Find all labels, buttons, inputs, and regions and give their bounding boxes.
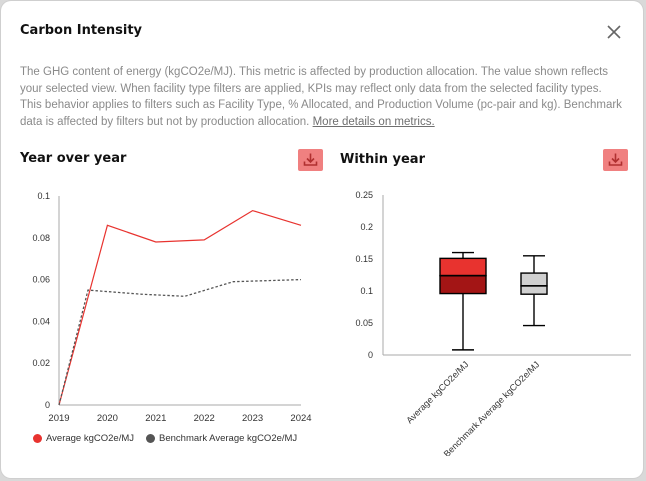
box-upper-half: [439, 257, 487, 277]
y-tick-label: 0.1: [37, 191, 50, 201]
x-tick-label: 2020: [97, 413, 118, 424]
y-tick-label: 0.15: [355, 254, 373, 264]
line-chart-legend: Average kgCO2e/MJ Benchmark Average kgCO…: [33, 433, 297, 444]
y-tick-label: 0.02: [32, 358, 50, 368]
box-upper-half: [520, 272, 548, 287]
y-tick-label: 0.25: [355, 190, 373, 200]
year-over-year-title: Year over year: [20, 151, 127, 166]
y-tick-label: 0.2: [360, 222, 373, 232]
box-benchmark: [520, 255, 548, 327]
year-over-year-chart: 0 0.02 0.04 0.06 0.08 0.1 2019 2020 2021 2022 2023…: [32, 191, 311, 424]
x-category-label: Average kgCO2e/MJ: [404, 359, 470, 425]
x-tick-label: 2021: [145, 413, 166, 424]
y-tick-label: 0.05: [355, 318, 373, 328]
within-year-title: Within year: [340, 152, 425, 167]
series-line-benchmark: [58, 278, 302, 406]
y-tick-label: 0.08: [32, 233, 50, 243]
modal-title: Carbon Intensity: [20, 23, 143, 38]
box-lower-half: [520, 285, 548, 295]
legend-dot-benchmark: [146, 434, 156, 443]
y-tick-label: 0.1: [360, 286, 373, 296]
y-tick-label: 0.04: [32, 316, 50, 326]
within-year-download-button[interactable]: [603, 149, 628, 171]
close-icon[interactable]: [605, 23, 623, 41]
box-average: [439, 251, 487, 351]
y-tick-label: 0.06: [32, 275, 50, 285]
y-tick-label: 0: [45, 400, 50, 410]
modal-description: The GHG content of energy (kgCO2e/MJ). T…: [20, 64, 626, 130]
download-icon: [303, 153, 318, 166]
year-over-year-download-button[interactable]: [298, 149, 323, 171]
legend-dot-average: [33, 434, 42, 443]
box-lower-half: [439, 274, 487, 295]
x-tick-label: 2024: [290, 413, 311, 424]
series-line-average: [58, 209, 302, 406]
x-tick-label: 2022: [194, 413, 215, 424]
legend-label-benchmark[interactable]: Benchmark Average kgCO2e/MJ: [159, 433, 298, 444]
legend-label-average[interactable]: Average kgCO2e/MJ: [46, 433, 135, 444]
more-details-link[interactable]: More details on metrics.: [312, 115, 435, 128]
description-text: The GHG content of energy (kgCO2e/MJ). T…: [20, 66, 622, 128]
y-tick-label: 0: [368, 350, 373, 360]
x-tick-label: 2019: [48, 413, 69, 424]
x-tick-label: 2023: [242, 413, 263, 424]
download-icon: [608, 153, 623, 166]
